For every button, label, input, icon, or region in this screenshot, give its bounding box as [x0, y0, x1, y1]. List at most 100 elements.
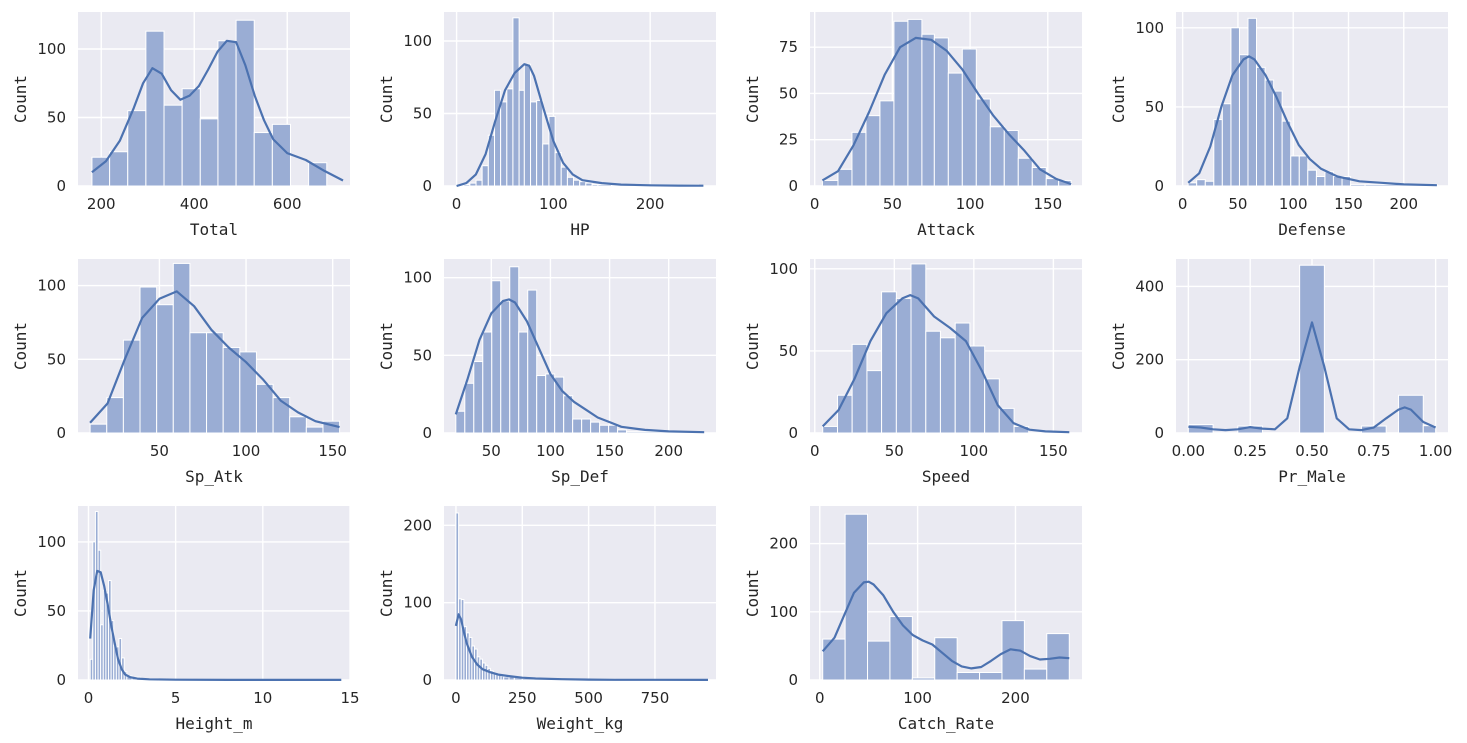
- histogram-bar: [837, 168, 853, 187]
- histogram-bar: [500, 101, 508, 187]
- histogram-bar: [1031, 166, 1047, 187]
- x-tick-label: 1.00: [1419, 442, 1452, 460]
- x-tick-label: 150: [1033, 195, 1062, 213]
- subplot-attack: 0 50 100 150 0 25 50 75 Attack Count: [743, 12, 1082, 239]
- x-tick-label: 100: [903, 689, 932, 707]
- histogram-bar: [189, 332, 208, 434]
- y-tick-label: 50: [413, 346, 432, 364]
- y-tick-label: 0: [788, 671, 798, 689]
- histogram-bar: [563, 395, 574, 434]
- histogram-bar: [463, 184, 471, 187]
- subplot-height_m: 0 5 10 15 0 50 100 Height_m Count: [11, 506, 360, 733]
- x-axis-label: Pr_Male: [1278, 467, 1345, 486]
- histogram-bar: [548, 115, 556, 187]
- y-tick-label: 50: [779, 342, 798, 360]
- y-tick-label: 50: [413, 105, 432, 123]
- x-tick-label: 750: [641, 689, 670, 707]
- histogram-bar: [1187, 182, 1198, 187]
- y-tick-label: 0: [56, 424, 66, 442]
- y-axis-label: Count: [11, 75, 30, 123]
- histogram-bar: [608, 424, 619, 434]
- histogram-bar: [506, 88, 514, 187]
- histogram-bar: [1299, 264, 1325, 434]
- plot-area: [444, 506, 716, 680]
- y-tick-label: 50: [47, 350, 66, 368]
- y-tick-label: 0: [788, 177, 798, 195]
- y-axis-label: Count: [377, 322, 396, 370]
- histogram-bar: [989, 126, 1005, 187]
- kde-line: [91, 39, 344, 182]
- histogram-bar: [1221, 103, 1232, 187]
- histogram-bar: [866, 370, 883, 434]
- x-axis-label: Catch_Rate: [898, 714, 994, 733]
- histogram-bar: [911, 677, 936, 681]
- histogram-bar: [1196, 179, 1206, 187]
- y-tick-label: 400: [1135, 277, 1164, 295]
- x-tick-label: 600: [273, 195, 302, 213]
- kde-line: [456, 63, 704, 188]
- x-tick-label: 150: [318, 442, 347, 460]
- histogram-bar: [1264, 79, 1275, 187]
- y-tick-label: 200: [769, 535, 798, 553]
- subplot-speed: 0 50 100 150 0 50 100 Speed Count: [743, 259, 1082, 486]
- histogram-bar: [1003, 129, 1019, 187]
- x-tick-label: 100: [960, 442, 989, 460]
- kde-line: [821, 36, 1072, 186]
- plot-area: [78, 506, 350, 680]
- y-axis-label: Count: [11, 322, 30, 370]
- histogram-bar: [127, 110, 147, 187]
- histogram-bar: [933, 37, 949, 187]
- histogram-bar: [1255, 66, 1266, 187]
- x-tick-label: 0.00: [1172, 442, 1205, 460]
- histogram-bar: [579, 181, 587, 187]
- y-tick-label: 0: [422, 177, 432, 195]
- x-tick-label: 100: [536, 442, 565, 460]
- histogram-bar: [509, 266, 520, 434]
- histogram-bar: [89, 423, 108, 434]
- histogram-bar: [469, 182, 477, 187]
- x-tick-label: 100: [539, 195, 568, 213]
- plot-area: [444, 12, 716, 186]
- subplot-sp_atk: 50 100 150 0 50 100 Sp_Atk Count: [11, 259, 350, 486]
- histogram-bar: [235, 19, 255, 187]
- x-axis-label: Defense: [1278, 220, 1345, 239]
- y-axis-label: Count: [743, 569, 762, 617]
- histogram-bar: [1238, 54, 1249, 187]
- y-axis-label: Count: [1109, 75, 1128, 123]
- x-tick-label: 150: [1039, 442, 1068, 460]
- y-tick-label: 100: [1135, 19, 1164, 37]
- x-tick-label: 500: [574, 689, 603, 707]
- x-tick-label: 200: [87, 195, 116, 213]
- x-tick-label: 200: [1389, 195, 1418, 213]
- histogram-bar: [925, 330, 941, 434]
- histogram-bar: [1247, 17, 1257, 187]
- subplot-defense: 0 50 100 150 200 0 50 100 Defense Count: [1109, 12, 1448, 239]
- x-tick-label: 0: [810, 442, 820, 460]
- histogram-bar: [455, 512, 460, 681]
- x-tick-label: 150: [595, 442, 624, 460]
- y-tick-label: 100: [37, 40, 66, 58]
- histogram-bar: [1290, 155, 1300, 187]
- x-axis-label: Attack: [917, 220, 975, 239]
- histogram-bar: [998, 407, 1015, 434]
- y-tick-label: 50: [779, 84, 798, 102]
- y-axis-label: Count: [11, 569, 30, 617]
- kde-line: [1187, 55, 1437, 187]
- histogram-bar: [851, 343, 868, 434]
- x-tick-label: 50: [883, 195, 902, 213]
- histogram-bar: [956, 671, 981, 681]
- histogram-bar: [822, 638, 846, 681]
- histogram-bar: [1341, 176, 1352, 187]
- histogram-bar: [1350, 183, 1366, 187]
- kde-line: [821, 294, 1070, 434]
- subplot-weight_kg: 0 250 500 750 0 100 200 Weight_kg Count: [377, 506, 716, 733]
- kde-line: [89, 290, 340, 429]
- histogram-bar: [1307, 169, 1317, 187]
- x-tick-label: 50: [150, 442, 169, 460]
- histogram-bar: [573, 179, 581, 187]
- histogram-bar: [542, 143, 550, 187]
- histogram-bar: [934, 637, 958, 681]
- y-axis-label: Count: [377, 75, 396, 123]
- histogram-bar: [1315, 176, 1326, 187]
